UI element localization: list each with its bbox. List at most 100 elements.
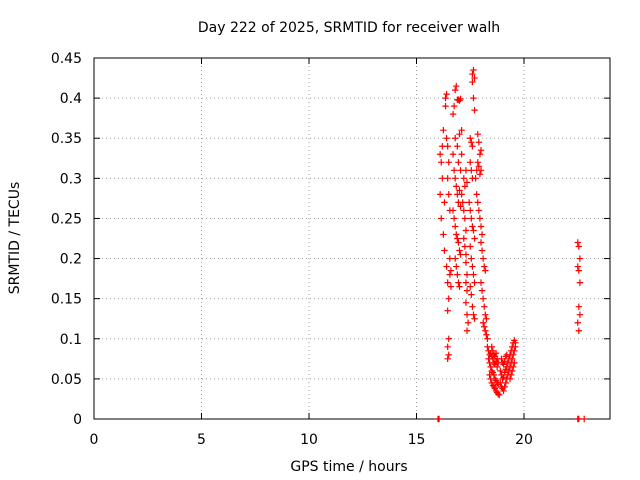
y-tick-label: 0.3: [60, 171, 82, 187]
data-point: [444, 307, 451, 314]
data-point: [435, 415, 443, 423]
data-point: [469, 223, 476, 230]
data-point: [484, 335, 491, 342]
y-tick-label: 0: [73, 412, 82, 428]
data-point: [481, 303, 488, 310]
data-point: [469, 143, 476, 150]
data-point: [487, 375, 494, 383]
data-point: [443, 90, 450, 98]
data-point: [461, 215, 469, 222]
data-point: [468, 139, 475, 146]
data-point: [477, 279, 485, 286]
data-point: [477, 239, 485, 246]
y-tick-label: 0.15: [51, 292, 82, 308]
data-point: [454, 235, 461, 242]
data-point: [471, 315, 478, 322]
data-point: [474, 159, 481, 166]
data-point: [576, 311, 584, 318]
data-point: [462, 279, 470, 286]
data-point: [441, 247, 448, 254]
data-point: [483, 315, 490, 322]
data-point: [486, 359, 493, 367]
data-point: [486, 371, 493, 379]
data-point: [445, 335, 452, 342]
data-point: [474, 199, 481, 206]
data-point: [475, 207, 483, 214]
data-point: [442, 102, 449, 110]
y-tick-label: 0.2: [60, 252, 82, 268]
data-point: [450, 215, 458, 222]
data-point: [463, 287, 471, 294]
data-point: [500, 374, 507, 381]
data-point: [575, 267, 583, 274]
data-point: [471, 235, 478, 242]
data-point: [462, 227, 470, 234]
data-point: [574, 239, 581, 246]
data-point: [459, 199, 466, 206]
data-point: [497, 379, 504, 387]
data-point: [453, 231, 460, 238]
data-point: [508, 367, 516, 375]
data-point: [454, 271, 461, 278]
data-point: [467, 283, 474, 290]
data-point: [501, 383, 508, 391]
data-point: [440, 127, 447, 134]
data-point: [450, 102, 458, 110]
data-point: [463, 271, 471, 278]
data-point: [487, 363, 494, 371]
data-point: [581, 415, 588, 423]
data-point: [478, 231, 486, 238]
data-point: [488, 343, 495, 350]
data-point: [500, 361, 507, 368]
data-point: [492, 350, 500, 357]
data-point: [467, 159, 474, 166]
data-point: [439, 175, 446, 182]
plot-frame: [93, 57, 611, 420]
data-point: [576, 255, 584, 262]
data-point: [438, 215, 445, 222]
data-point: [452, 135, 459, 142]
data-point: [469, 70, 476, 78]
data-point: [457, 251, 464, 258]
data-point: [478, 247, 486, 254]
data-point: [444, 279, 451, 286]
data-point: [510, 351, 517, 359]
data-point: [449, 151, 457, 158]
data-point: [456, 283, 463, 290]
data-point: [462, 251, 470, 258]
data-point: [462, 167, 470, 174]
data-point: [467, 243, 474, 250]
data-point: [482, 311, 489, 318]
data-point: [574, 319, 581, 326]
data-point: [436, 191, 444, 198]
data-point: [511, 359, 518, 367]
data-point: [456, 247, 463, 254]
data-point: [445, 295, 452, 302]
data-point: [475, 163, 483, 170]
data-point: [445, 159, 452, 166]
data-point: [496, 391, 503, 399]
data-point: [470, 227, 477, 234]
data-point: [447, 267, 455, 274]
data-point: [501, 358, 508, 365]
data-point: [575, 303, 583, 310]
data-point: [458, 151, 465, 158]
data-point: [468, 291, 475, 298]
data-point: [485, 355, 492, 363]
data-point: [575, 327, 583, 334]
y-tick-label: 0.4: [60, 91, 82, 107]
data-point: [478, 287, 486, 294]
data-point: [446, 271, 454, 278]
y-axis-label: SRMTID / TECUs: [7, 182, 23, 295]
data-point: [452, 223, 459, 230]
data-point: [452, 86, 459, 94]
data-point: [500, 387, 507, 395]
data-point: [449, 207, 457, 214]
data-point: [444, 175, 451, 182]
grid-lines: [94, 58, 610, 419]
data-point: [489, 347, 497, 355]
data-point: [479, 319, 487, 326]
data-point: [458, 127, 465, 134]
data-point: [482, 267, 489, 274]
